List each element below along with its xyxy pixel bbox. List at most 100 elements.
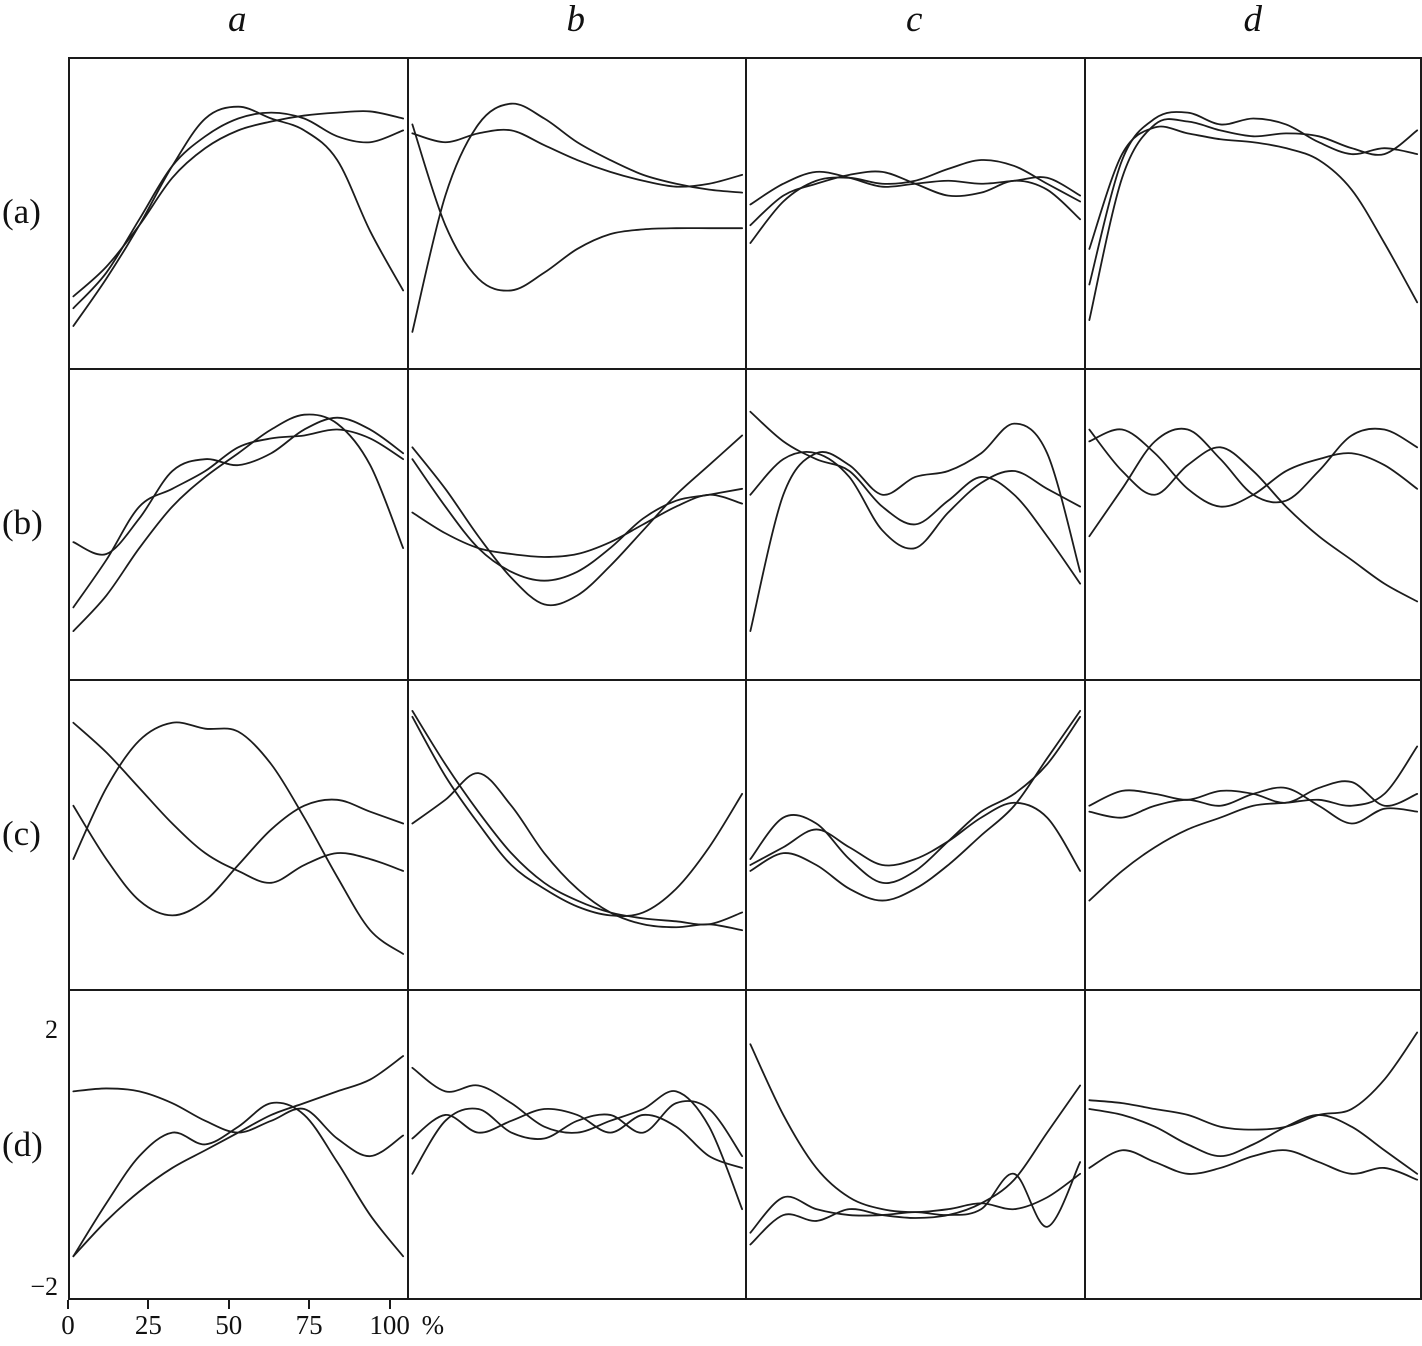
line-series bbox=[750, 423, 1080, 630]
x-axis-tick-label: 50 bbox=[215, 1310, 243, 1340]
column-header-b: b bbox=[566, 0, 586, 40]
row-label-c: (c) bbox=[0, 679, 68, 990]
line-series bbox=[412, 716, 742, 915]
line-series bbox=[1089, 1109, 1417, 1174]
line-series bbox=[1089, 428, 1417, 536]
panel-canvas bbox=[409, 991, 746, 1298]
panel-row-c-col-d bbox=[1083, 678, 1422, 990]
axis-spacer-b bbox=[407, 1300, 746, 1346]
line-series bbox=[412, 459, 742, 581]
line-series bbox=[750, 716, 1080, 882]
y-axis-tick-minus-2: −2 bbox=[30, 1272, 58, 1301]
line-series bbox=[412, 773, 742, 930]
column-header-a: a bbox=[228, 0, 247, 40]
panel-canvas bbox=[70, 370, 407, 679]
line-series bbox=[73, 107, 403, 326]
line-series bbox=[1089, 1150, 1417, 1180]
row-label-d: (d) 2 −2 bbox=[0, 989, 68, 1301]
line-series bbox=[750, 802, 1080, 870]
line-series bbox=[412, 710, 742, 924]
line-series bbox=[750, 710, 1080, 900]
row-label-b-text: (b) bbox=[2, 503, 43, 543]
row-label-a: (a) bbox=[0, 57, 68, 368]
x-axis-unit-label: % bbox=[421, 1310, 445, 1340]
panel-row-b-col-d bbox=[1083, 367, 1422, 679]
line-series bbox=[1089, 112, 1417, 285]
line-series bbox=[73, 799, 403, 915]
panel-row-d-col-b bbox=[406, 989, 746, 1300]
corner-spacer bbox=[0, 0, 68, 57]
panel-row-a-col-c bbox=[745, 57, 1084, 368]
x-axis-tick-mark bbox=[67, 1300, 69, 1309]
line-series bbox=[750, 160, 1080, 243]
line-series bbox=[73, 429, 403, 607]
panel-canvas bbox=[409, 370, 746, 679]
line-series bbox=[73, 722, 403, 882]
line-series bbox=[1089, 429, 1417, 601]
panel-row-a-col-b bbox=[406, 57, 746, 368]
panel-row-d-col-a bbox=[68, 989, 407, 1300]
panel-canvas bbox=[1086, 370, 1421, 679]
panel-canvas bbox=[1086, 991, 1421, 1298]
line-series bbox=[412, 1068, 742, 1209]
x-axis-tick-mark bbox=[227, 1300, 230, 1309]
panel-row-a-col-a bbox=[68, 57, 407, 368]
line-series bbox=[73, 414, 403, 631]
line-series bbox=[412, 494, 742, 556]
panel-canvas bbox=[409, 59, 746, 368]
panel-canvas bbox=[747, 991, 1084, 1298]
line-series bbox=[1089, 746, 1417, 900]
panel-row-b-col-c bbox=[745, 367, 1084, 679]
panel-canvas bbox=[70, 991, 407, 1298]
panel-canvas bbox=[747, 681, 1084, 990]
line-series bbox=[412, 104, 742, 332]
panel-row-d-col-c bbox=[745, 989, 1084, 1300]
line-series bbox=[73, 111, 403, 296]
line-series bbox=[412, 1109, 742, 1168]
line-series bbox=[750, 171, 1080, 225]
panel-canvas bbox=[1086, 681, 1421, 990]
panel-row-c-col-c bbox=[745, 678, 1084, 990]
line-series bbox=[750, 452, 1080, 549]
line-series bbox=[1089, 787, 1417, 823]
line-series bbox=[412, 124, 742, 290]
column-header-c: c bbox=[906, 0, 923, 40]
line-series bbox=[750, 1086, 1080, 1245]
line-series bbox=[73, 113, 403, 309]
line-series bbox=[1089, 119, 1417, 320]
line-series bbox=[73, 417, 403, 554]
panel-row-d-col-d bbox=[1083, 989, 1422, 1300]
x-axis-tick-label: 25 bbox=[134, 1310, 162, 1340]
panel-canvas bbox=[70, 681, 407, 990]
axis-spacer-c bbox=[745, 1300, 1084, 1346]
line-series bbox=[1089, 429, 1417, 506]
line-series bbox=[412, 130, 742, 187]
line-series bbox=[73, 1056, 403, 1256]
x-axis-tick-mark bbox=[388, 1300, 391, 1309]
x-axis-tick-mark bbox=[308, 1300, 311, 1309]
x-axis-tick-label: 100 bbox=[369, 1310, 410, 1340]
row-label-b: (b) bbox=[0, 368, 68, 679]
line-series bbox=[1089, 127, 1417, 303]
panel-canvas bbox=[1086, 59, 1421, 368]
x-axis-tick-label: 75 bbox=[295, 1310, 323, 1340]
x-axis: 0 25 50 75 100% bbox=[61, 1300, 444, 1346]
column-header-d: d bbox=[1243, 0, 1263, 40]
line-series bbox=[412, 1101, 742, 1174]
line-series bbox=[1089, 1033, 1417, 1130]
x-axis-tick-label: 0 bbox=[61, 1310, 75, 1340]
x-axis-tick-mark bbox=[147, 1300, 150, 1309]
panel-canvas bbox=[409, 681, 746, 990]
panel-canvas bbox=[747, 59, 1084, 368]
panel-row-c-col-a bbox=[68, 678, 407, 990]
y-axis-tick-2: 2 bbox=[45, 1014, 58, 1044]
panel-canvas bbox=[70, 59, 407, 368]
axis-corner-spacer bbox=[0, 1300, 68, 1346]
panel-row-c-col-b bbox=[406, 678, 746, 990]
row-label-c-text: (c) bbox=[2, 813, 41, 853]
line-series bbox=[750, 1045, 1080, 1213]
line-series bbox=[73, 722, 403, 954]
axis-spacer-d bbox=[1084, 1300, 1422, 1346]
row-label-d-text: (d) bbox=[2, 1124, 43, 1164]
